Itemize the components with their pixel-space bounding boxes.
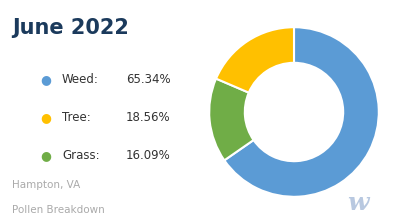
Wedge shape — [216, 27, 294, 93]
Wedge shape — [209, 79, 254, 160]
Text: w: w — [347, 191, 369, 215]
Text: Hampton, VA: Hampton, VA — [12, 180, 80, 190]
Text: 65.34%: 65.34% — [126, 73, 171, 86]
Wedge shape — [224, 27, 379, 197]
Text: Tree:: Tree: — [62, 111, 91, 124]
Text: Grass:: Grass: — [62, 149, 100, 162]
Text: June 2022: June 2022 — [12, 18, 129, 38]
Text: Weed:: Weed: — [62, 73, 99, 86]
Text: ●: ● — [40, 149, 51, 162]
Text: Pollen Breakdown: Pollen Breakdown — [12, 205, 105, 215]
Text: ●: ● — [40, 73, 51, 86]
Text: 18.56%: 18.56% — [126, 111, 171, 124]
Text: ●: ● — [40, 111, 51, 124]
Text: 16.09%: 16.09% — [126, 149, 171, 162]
